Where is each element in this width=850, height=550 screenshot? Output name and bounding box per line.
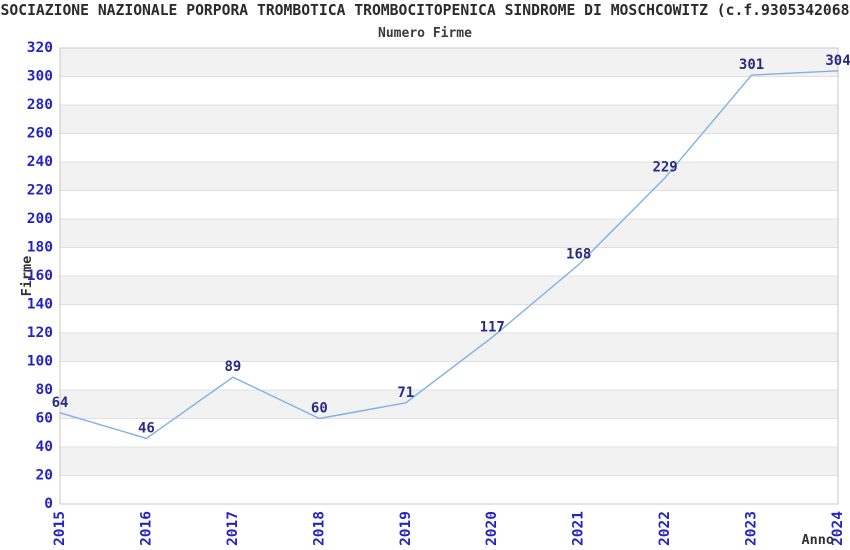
- y-axis-label: Firme: [19, 256, 35, 297]
- chart-subtitle: Numero Firme: [378, 26, 472, 41]
- y-tick-label: 40: [36, 439, 53, 455]
- data-point-label: 301: [739, 57, 764, 73]
- x-tick-label: 2024: [830, 511, 846, 546]
- y-tick-label: 60: [36, 411, 53, 427]
- x-tick-label: 2015: [52, 511, 68, 546]
- y-tick-label: 220: [27, 183, 53, 199]
- data-point-label: 46: [138, 420, 155, 436]
- chart-title: ASSOCIAZIONE NAZIONALE PORPORA TROMBOTIC…: [0, 2, 850, 19]
- x-tick-label: 2019: [398, 511, 414, 546]
- data-point-label: 168: [566, 247, 591, 263]
- y-tick-label: 260: [27, 126, 53, 142]
- background-band: [60, 390, 838, 419]
- y-tick-label: 300: [27, 69, 53, 85]
- background-band: [60, 447, 838, 476]
- background-band: [60, 48, 838, 77]
- x-tick-label: 2017: [225, 511, 241, 546]
- plot-border: [59, 47, 839, 505]
- y-tick-label: 140: [27, 297, 53, 313]
- background-band: [60, 105, 838, 134]
- x-tick-label: 2018: [311, 511, 327, 546]
- y-tick-label: 80: [36, 382, 53, 398]
- y-tick-label: 180: [27, 240, 53, 256]
- x-tick-label: 2022: [657, 511, 673, 546]
- y-tick-label: 200: [27, 211, 53, 227]
- y-tick-label: 120: [27, 325, 53, 341]
- data-point-label: 71: [397, 385, 414, 401]
- data-point-label: 304: [825, 53, 850, 69]
- background-band: [60, 162, 838, 191]
- y-tick-label: 160: [27, 268, 53, 284]
- series-line: [59, 70, 839, 440]
- background-band: [60, 276, 838, 305]
- data-point-label: 89: [224, 359, 241, 375]
- y-tick-label: 240: [27, 154, 53, 170]
- x-tick-label: 2023: [744, 511, 760, 546]
- data-point-label: 117: [480, 319, 505, 335]
- data-point-label: 60: [311, 401, 328, 417]
- x-tick-label: 2020: [484, 511, 500, 546]
- y-tick-label: 0: [44, 496, 53, 512]
- x-tick-label: 2021: [571, 511, 587, 546]
- y-tick-label: 20: [36, 468, 53, 484]
- background-band: [60, 333, 838, 362]
- y-tick-label: 100: [27, 354, 53, 370]
- data-point-label: 64: [52, 395, 69, 411]
- y-tick-label: 320: [27, 40, 53, 56]
- y-tick-label: 280: [27, 97, 53, 113]
- background-band: [60, 219, 838, 248]
- x-tick-label: 2016: [138, 511, 154, 546]
- x-axis-label: Anno: [801, 532, 834, 548]
- data-point-label: 229: [652, 160, 677, 176]
